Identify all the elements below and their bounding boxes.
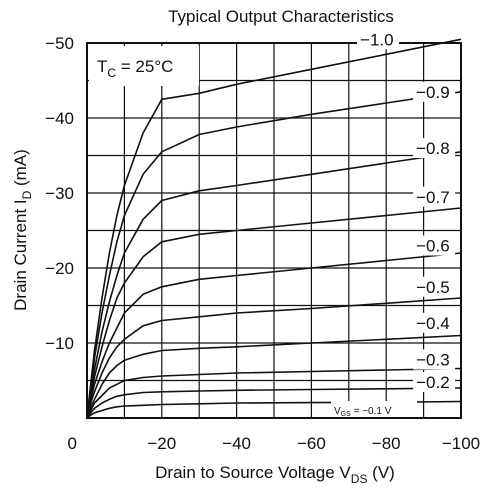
vgs-note: VGS = −0.1 V: [334, 406, 392, 418]
x-tick-label: −60: [297, 434, 326, 453]
y-axis-label: Drain Current ID (mA): [11, 149, 34, 311]
series-label: −1.0: [360, 30, 394, 49]
series-label: −0.4: [416, 314, 450, 333]
curves: [86, 38, 462, 419]
series-curve: [86, 334, 462, 419]
series-label-bg: [413, 186, 456, 207]
series-curve: [86, 297, 462, 419]
x-axis-label: Drain to Source Voltage VDS (V): [155, 463, 395, 486]
series-curve: [86, 367, 462, 419]
x-tick-label: −20: [147, 434, 176, 453]
x-tick-label: −40: [222, 434, 251, 453]
series-label-bg: [413, 276, 456, 297]
series-curve: [86, 207, 462, 419]
y-tick-label: −20: [45, 259, 74, 278]
series-label: −0.5: [416, 278, 450, 297]
series-curve: [86, 151, 462, 419]
y-tick-label: −50: [45, 34, 74, 53]
series-label-bg: [413, 81, 456, 102]
x-tick-label: 0: [68, 434, 77, 453]
chart-title: Typical Output Characteristics: [168, 7, 394, 26]
x-tick-label: −100: [442, 434, 480, 453]
series-curve: [86, 400, 462, 419]
x-tick-labels: 0 −20 −40 −60 −80 −100: [68, 434, 481, 453]
series-label-bg: [413, 138, 456, 158]
series-curve: [86, 252, 462, 419]
series-label-bg: [413, 312, 456, 333]
grid: [87, 43, 461, 418]
series-curve: [86, 91, 462, 419]
series-labels: −1.0 −0.9 −0.8 −0.7 −0.6 −0.5 −0.4 −0.3 −0.2: [357, 29, 456, 392]
series-label-bg: [413, 372, 456, 392]
series-label-bg: [413, 235, 456, 256]
y-tick-label: −10: [45, 334, 74, 353]
series-label: −0.6: [416, 237, 450, 256]
vgs-note-box: [331, 401, 417, 417]
y-tick-label: −30: [45, 184, 74, 203]
series-label: −0.3: [416, 351, 450, 370]
series-label-bg: [413, 349, 456, 370]
series-label: −0.7: [416, 188, 450, 207]
series-curve: [86, 387, 462, 419]
y-tick-label: −40: [45, 109, 74, 128]
series-label: −0.2: [416, 373, 450, 392]
plot-frame: [86, 42, 462, 419]
series-label: −0.9: [416, 83, 450, 102]
condition-label: TC = 25°C: [97, 57, 173, 80]
series-label-bg: [357, 29, 400, 50]
x-tick-label: −80: [372, 434, 401, 453]
y-tick-labels: −10 −20 −30 −40 −50: [45, 34, 74, 353]
condition-box: [89, 46, 199, 86]
series-label: −0.8: [416, 139, 450, 158]
series-curve: [86, 38, 462, 419]
